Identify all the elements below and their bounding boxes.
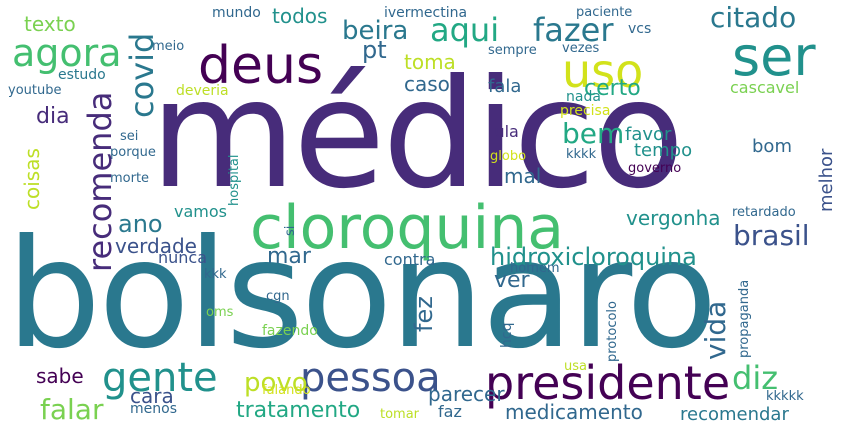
word-toma: toma — [404, 50, 456, 74]
word-hcq: hcq — [499, 322, 515, 348]
word-fala: fala — [488, 76, 522, 97]
word-todos: todos — [272, 4, 328, 28]
word-morte: morte — [110, 171, 150, 186]
word-texto: texto — [24, 12, 76, 36]
word-aqui: aqui — [430, 11, 500, 49]
word-mal: mal — [504, 164, 542, 188]
word-estudo: estudo — [58, 67, 106, 83]
word-lula: lula — [490, 122, 519, 141]
word-hospital: hospital — [227, 154, 242, 206]
word-cgn: cgn — [266, 289, 290, 304]
word-covid: covid — [123, 32, 161, 118]
word-beira: beira — [342, 16, 409, 46]
word-tratamento: tratamento — [236, 398, 361, 423]
word-bem: bem — [562, 117, 625, 150]
word-mar: mar — [267, 244, 311, 269]
word-youtube: youtube — [8, 83, 62, 98]
word-falando: falando — [262, 383, 311, 398]
word-recomendar: recomendar — [680, 404, 789, 425]
word-si: si — [283, 225, 298, 236]
word-kkkk: kkkk — [566, 147, 597, 162]
word-kkkkk: kkkkk — [766, 389, 804, 404]
word-vamos: vamos — [174, 202, 227, 221]
word-nunca: nunca — [158, 248, 208, 267]
word-medico: médico — [150, 48, 685, 222]
word-bom: bom — [752, 136, 792, 157]
word-fazer: fazer — [533, 11, 614, 49]
word-povo: povo — [244, 368, 308, 398]
word-ano: ano — [118, 210, 163, 238]
word-certo: certo — [584, 76, 641, 101]
word-medicamento: medicamento — [505, 400, 643, 424]
word-melhor: melhor — [816, 148, 837, 212]
word-agora: agora — [12, 31, 122, 75]
word-presidente: presidente — [485, 356, 731, 410]
word-caso: caso — [404, 72, 450, 96]
word-paciente: paciente — [576, 5, 633, 20]
word-meio: meio — [152, 39, 185, 54]
word-gente: gente — [102, 355, 218, 401]
word-nada: nada — [566, 89, 601, 105]
word-ivermectina: ivermectina — [384, 5, 468, 21]
word-sei: sei — [120, 129, 139, 144]
word-cascavel: cascavel — [730, 78, 800, 97]
word-bolsonaro: bolsonaro — [6, 208, 718, 382]
word-ser: ser — [732, 25, 816, 88]
word-pt: pt — [362, 36, 387, 64]
word-usa: usa — [564, 359, 587, 374]
word-deus: deus — [198, 36, 324, 96]
word-protocolo: protocolo — [605, 301, 620, 362]
word-precisa: precisa — [560, 103, 611, 119]
word-fez: fez — [410, 296, 438, 332]
word-menos: menos — [130, 401, 177, 417]
word-falar: falar — [40, 393, 104, 426]
word-tempo: tempo — [634, 140, 693, 161]
word-globo: globo — [490, 149, 527, 164]
word-vergonha: vergonha — [626, 206, 721, 230]
word-hidroxicloroquina: hidroxicloroquina — [490, 243, 697, 271]
word-porque: porque — [110, 145, 156, 160]
word-cara: cara — [130, 384, 174, 408]
word-cloroquina: cloroquina — [250, 193, 565, 263]
word-tomar: tomar — [380, 407, 420, 422]
word-deveria: deveria — [176, 83, 229, 99]
word-homem: homem — [510, 261, 560, 276]
word-verdade: verdade — [115, 234, 197, 258]
word-dia: dia — [36, 104, 70, 129]
word-coisas: coisas — [20, 148, 44, 210]
word-oms: oms — [206, 305, 234, 320]
word-citado: citado — [710, 1, 797, 34]
word-ver: ver — [494, 268, 530, 293]
word-fazendo: fazendo — [262, 323, 318, 339]
word-diz: diz — [732, 359, 778, 397]
word-kkk: kkk — [204, 267, 227, 282]
word-governo: governo — [628, 161, 682, 176]
word-recomenda: recomenda — [81, 91, 119, 272]
word-vezes: vezes — [562, 41, 600, 56]
word-mundo: mundo — [212, 5, 261, 21]
word-sabe: sabe — [36, 364, 84, 388]
word-parecer: parecer — [428, 382, 505, 406]
word-sempre: sempre — [488, 43, 537, 58]
word-retardado: retardado — [732, 205, 796, 220]
word-propaganda: propaganda — [737, 279, 752, 358]
word-faz: faz — [438, 402, 462, 421]
word-contra: contra — [384, 250, 436, 269]
word-pessoa: pessoa — [300, 355, 441, 401]
word-uso: uso — [562, 44, 644, 98]
word-brasil: brasil — [733, 219, 810, 252]
word-favor: favor — [625, 124, 672, 145]
word-vcs: vcs — [628, 21, 652, 37]
word-vida: vida — [699, 300, 732, 360]
